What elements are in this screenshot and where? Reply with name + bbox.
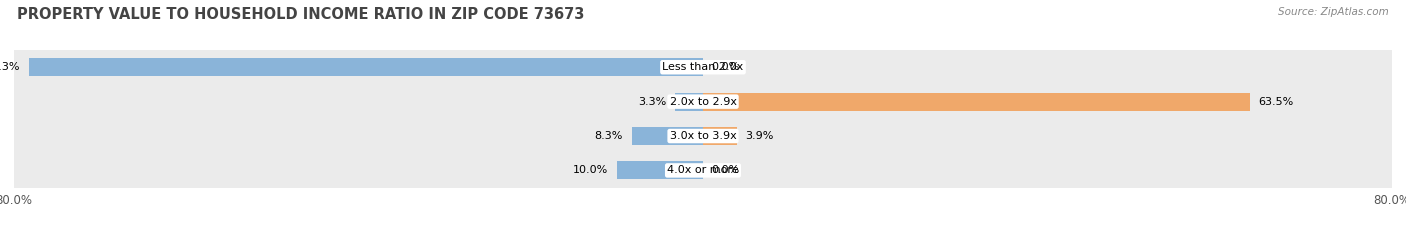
Bar (28, 58, 703, 76)
Bar (617, 161, 703, 179)
Text: 0.0%: 0.0% (711, 165, 740, 175)
Text: 10.0%: 10.0% (574, 165, 609, 175)
Text: Source: ZipAtlas.com: Source: ZipAtlas.com (1278, 7, 1389, 17)
Text: 63.5%: 63.5% (1258, 97, 1294, 107)
Text: 0.0%: 0.0% (711, 62, 740, 72)
Text: 3.9%: 3.9% (745, 131, 773, 141)
Bar (14, 119, 1392, 153)
Bar (14, 153, 1392, 188)
Text: 4.0x or more: 4.0x or more (668, 165, 738, 175)
Bar (14, 84, 1392, 119)
Bar (675, 93, 703, 111)
Bar (631, 127, 703, 145)
Text: PROPERTY VALUE TO HOUSEHOLD INCOME RATIO IN ZIP CODE 73673: PROPERTY VALUE TO HOUSEHOLD INCOME RATIO… (17, 7, 585, 22)
Text: 3.3%: 3.3% (638, 97, 666, 107)
Bar (14, 50, 1392, 84)
Text: 8.3%: 8.3% (595, 131, 623, 141)
Bar (703, 93, 1250, 111)
Text: 78.3%: 78.3% (0, 62, 20, 72)
Text: 3.0x to 3.9x: 3.0x to 3.9x (669, 131, 737, 141)
Bar (703, 127, 737, 145)
Text: Less than 2.0x: Less than 2.0x (662, 62, 744, 72)
Text: 2.0x to 2.9x: 2.0x to 2.9x (669, 97, 737, 107)
